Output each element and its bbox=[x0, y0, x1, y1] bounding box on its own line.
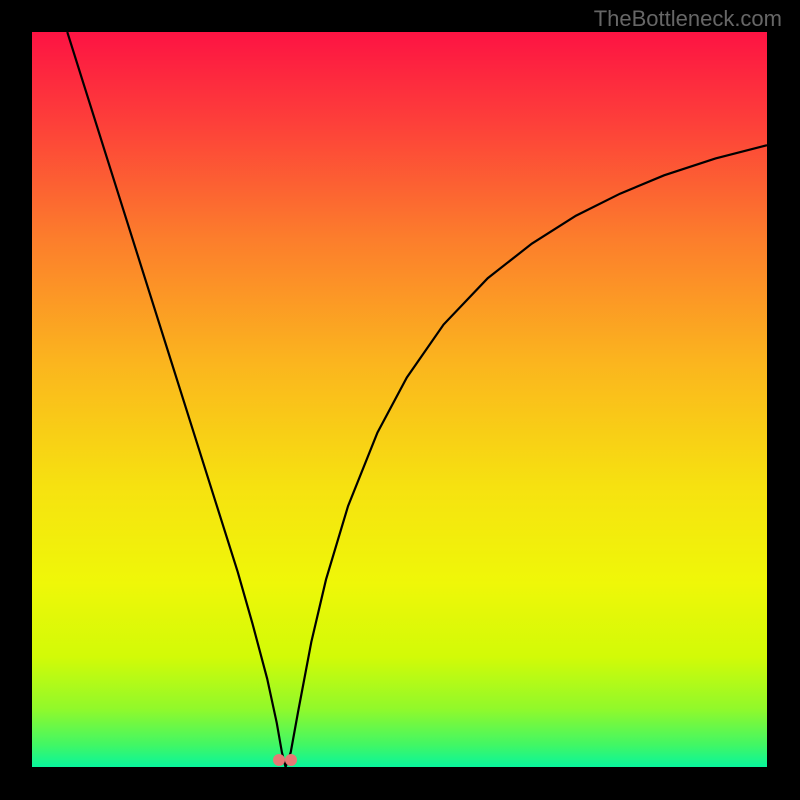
watermark-text: TheBottleneck.com bbox=[594, 6, 782, 32]
min-marker-left bbox=[273, 754, 285, 766]
chart-frame: TheBottleneck.com bbox=[0, 0, 800, 800]
min-marker-right bbox=[285, 754, 297, 766]
bottleneck-curve bbox=[67, 32, 767, 767]
curve-layer bbox=[32, 32, 767, 767]
plot-area bbox=[32, 32, 767, 767]
